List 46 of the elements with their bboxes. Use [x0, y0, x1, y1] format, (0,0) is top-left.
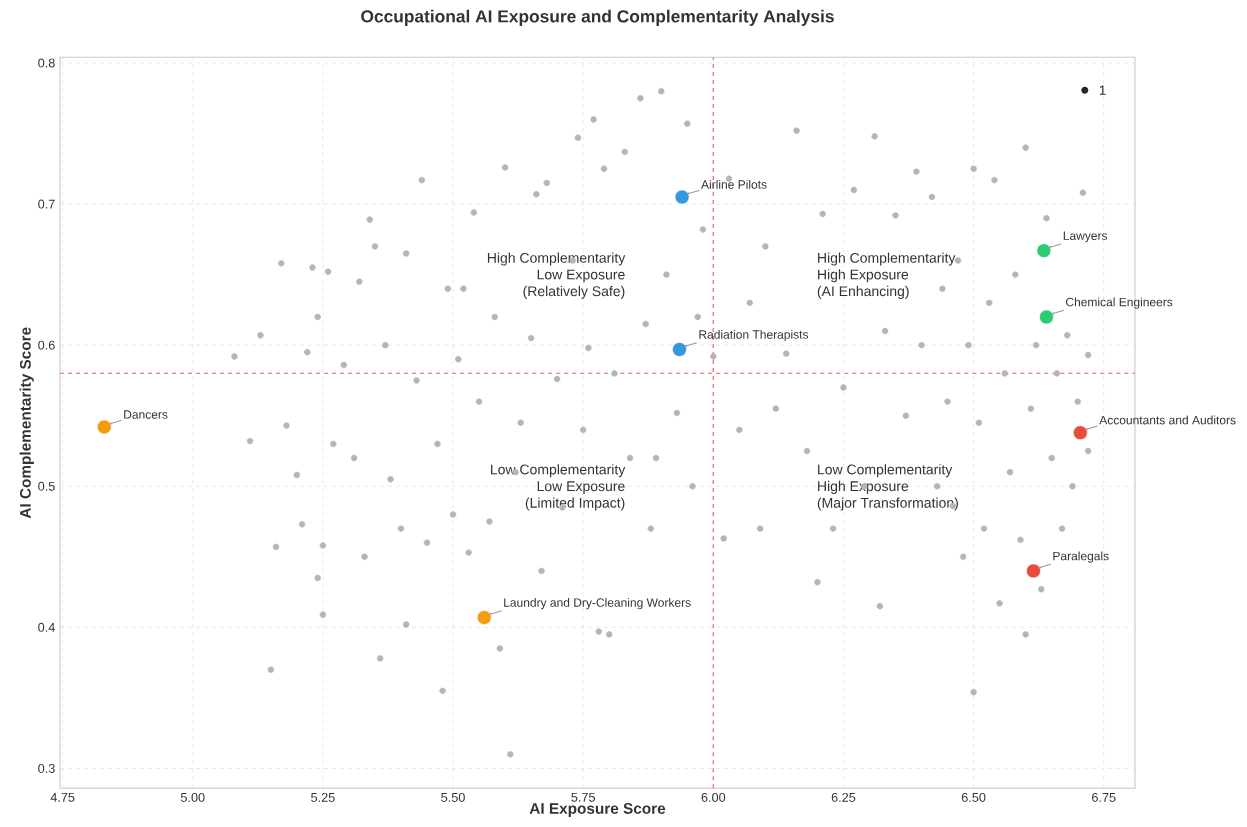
y-tick-label: 0.3 — [38, 764, 55, 773]
annotation: (Limited Impact) — [525, 497, 625, 511]
annotation: 1 — [1099, 85, 1106, 95]
annotation: High Exposure — [818, 269, 909, 283]
annotation: High Complementarity — [487, 252, 626, 266]
annotation: Paralegals — [1053, 551, 1109, 563]
point — [97, 419, 112, 435]
y-tick-label: 0.4 — [38, 622, 55, 632]
point — [1073, 425, 1088, 440]
point — [477, 610, 492, 625]
annotation: Radiation Therapists — [699, 330, 809, 342]
point — [674, 189, 690, 205]
x-tick-label: 6.75 — [1092, 792, 1116, 802]
y-tick-label: 0.5 — [38, 481, 55, 491]
annotation: Chemical Engineers — [1066, 297, 1173, 309]
x-axis-title: AI Exposure Score — [529, 803, 666, 817]
annotation: (AI Enhancing) — [817, 285, 909, 299]
y-axis-title: AI Complementarity Score — [19, 327, 34, 519]
x-tick-label: 6.50 — [961, 792, 986, 802]
annotation: Dancers — [124, 410, 168, 419]
annotation: High Exposure — [818, 480, 909, 494]
y-tick-label: 0.6 — [38, 340, 55, 350]
annotation: Laundry and Dry-Cleaning Workers — [504, 598, 691, 610]
annotation: (Relatively Safe) — [523, 285, 625, 299]
chart-title: Occupational AI Exposure and Complementarity Analysis — [361, 9, 834, 26]
x-tick-label: 4.75 — [50, 792, 75, 802]
x-tick-label: 6.00 — [701, 792, 726, 802]
x-tick-label: 5.75 — [571, 792, 595, 802]
x-tick-label: 5.00 — [180, 792, 205, 802]
annotation: Lawyers — [1063, 231, 1108, 243]
annotation: (Major Transformation) — [817, 497, 958, 511]
y-tick-label: 0.8 — [38, 58, 55, 68]
point — [672, 342, 687, 357]
x-tick-label: 6.25 — [831, 792, 856, 802]
annotation: Airline Pilots — [701, 179, 767, 189]
point — [1039, 309, 1054, 325]
point — [1026, 563, 1041, 579]
x-tick-label: 5.50 — [441, 792, 465, 802]
x-tick-label: 5.25 — [311, 792, 335, 802]
annotation: Low Complementarity — [818, 464, 953, 478]
annotation: Low Exposure — [537, 269, 625, 283]
annotation: Low Exposure — [537, 481, 625, 494]
point — [1036, 243, 1052, 258]
y-tick-label: 0.7 — [38, 199, 55, 209]
annotation: High Complementarity — [818, 252, 956, 266]
annotation: Accountants and Auditors — [1099, 415, 1236, 425]
